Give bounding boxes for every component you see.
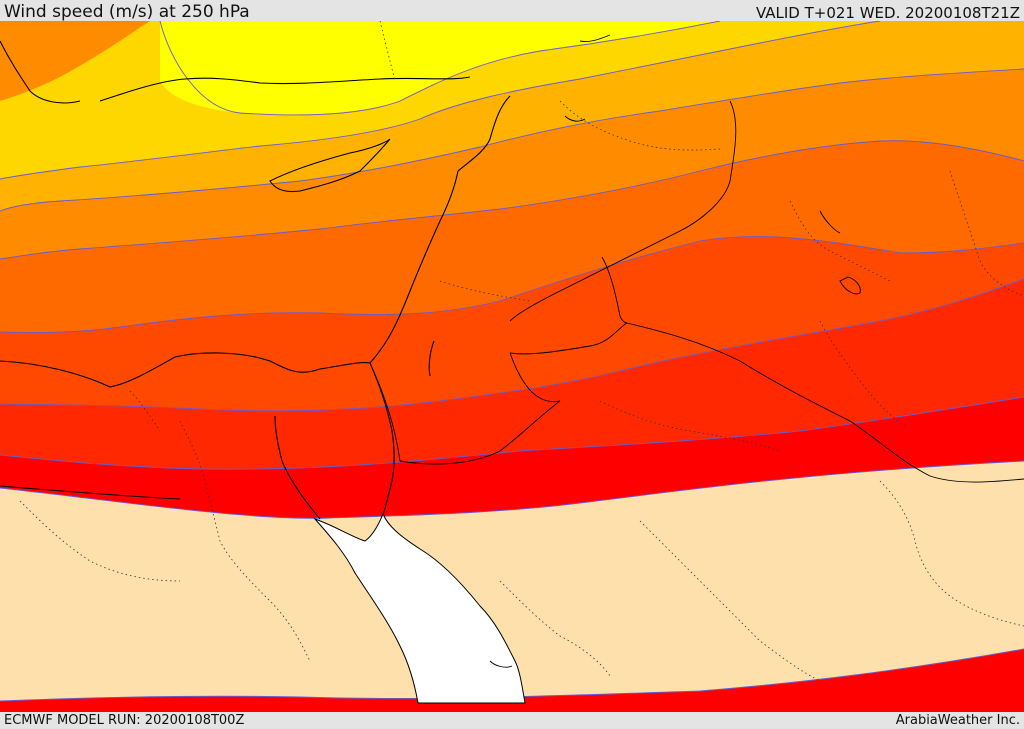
internal-boundaries bbox=[19, 21, 1024, 682]
islands bbox=[489, 34, 861, 668]
red-sea bbox=[313, 512, 526, 704]
footer-bar: ECMWF MODEL RUN: 20200108T00Z ArabiaWeat… bbox=[0, 712, 1024, 729]
header-bar: Wind speed (m/s) at 250 hPa VALID T+021 … bbox=[0, 0, 1024, 22]
below-threshold-area bbox=[0, 461, 1024, 701]
borders bbox=[0, 100, 1024, 500]
map-title: Wind speed (m/s) at 250 hPa bbox=[4, 2, 250, 22]
model-run: ECMWF MODEL RUN: 20200108T00Z bbox=[4, 713, 245, 728]
valid-time: VALID T+021 WED. 20200108T21Z bbox=[755, 4, 1020, 22]
band-0-orange-nw bbox=[0, 21, 150, 101]
coastlines bbox=[0, 40, 511, 520]
band-1 bbox=[160, 21, 720, 116]
south-band bbox=[0, 696, 410, 712]
wind-speed-map bbox=[0, 21, 1024, 712]
credit: ArabiaWeather Inc. bbox=[895, 713, 1020, 728]
